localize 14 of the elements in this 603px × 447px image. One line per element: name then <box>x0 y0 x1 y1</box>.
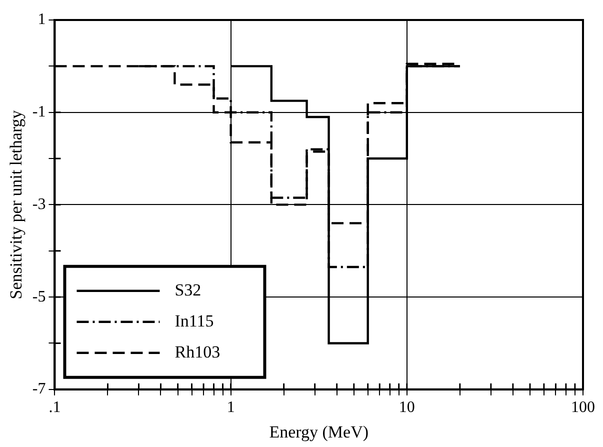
x-tick-label: 100 <box>571 399 595 416</box>
x-axis-title: Energy (MeV) <box>269 422 369 442</box>
x-tick-label: 1 <box>226 399 235 416</box>
y-tick-label: 1 <box>38 11 46 28</box>
x-tick-label: 10 <box>398 399 415 416</box>
y-tick-label: -7 <box>32 380 46 398</box>
legend-label: S32 <box>174 280 202 300</box>
x-tick-label: .1 <box>48 399 61 416</box>
legend-label: Rh103 <box>174 342 220 362</box>
y-tick-label: -3 <box>32 196 46 213</box>
y-tick-label: -1 <box>32 104 46 121</box>
legend-label: In115 <box>174 311 214 330</box>
y-tick-label: -5 <box>32 288 46 306</box>
y-axis-title: Sensitivity per unit lethargy <box>6 110 26 300</box>
